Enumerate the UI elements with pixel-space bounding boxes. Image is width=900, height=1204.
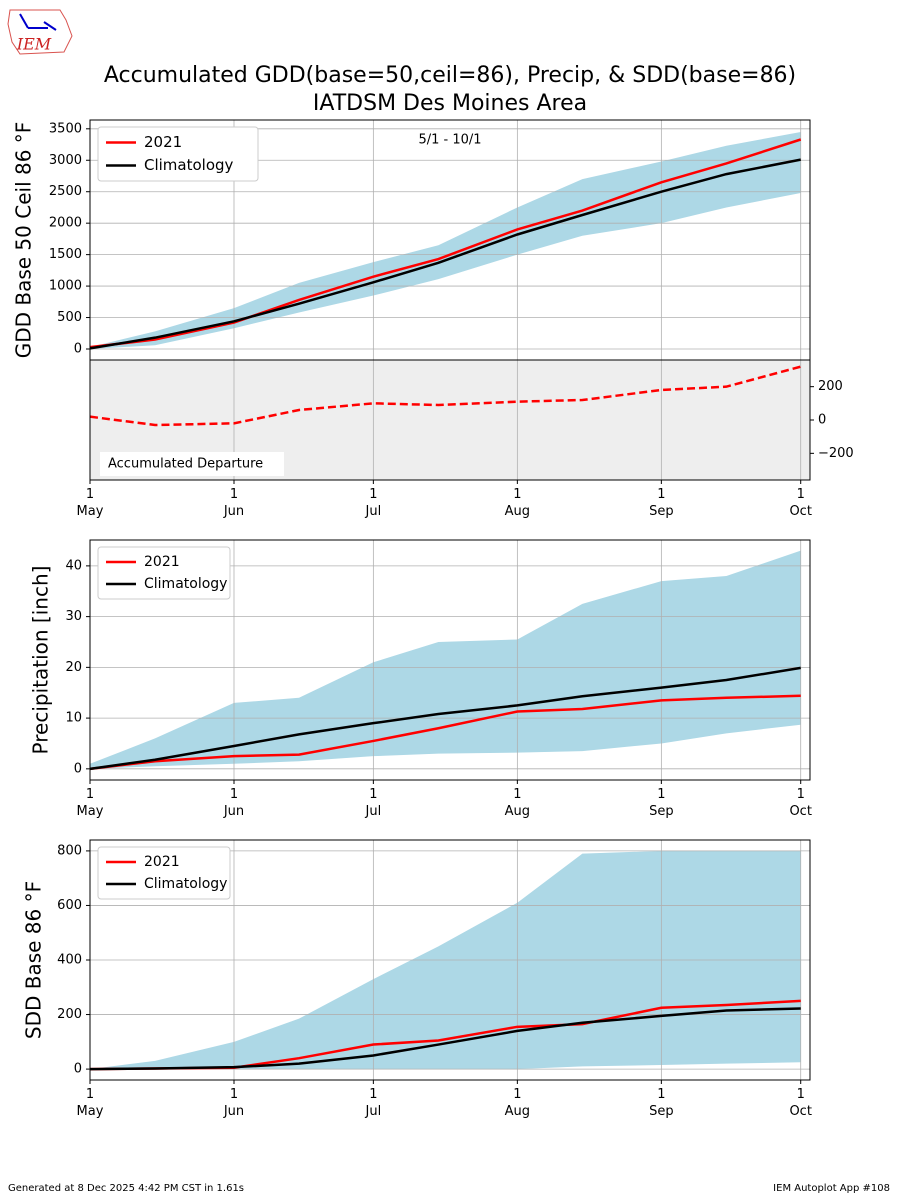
footer-left: Generated at 8 Dec 2025 4:42 PM CST in 1… xyxy=(8,1183,244,1194)
y-tick-label: 1500 xyxy=(49,247,82,262)
range-band xyxy=(90,131,801,349)
y-tick-label: 40 xyxy=(65,558,82,573)
x-tick-label: 1 Jun xyxy=(223,1087,244,1119)
x-tick-label: 1 May xyxy=(77,1087,104,1119)
legend-label: 2021 xyxy=(144,854,180,870)
y-axis-label: SDD Base 86 °F xyxy=(22,881,46,1039)
x-tick-label: 1 Oct xyxy=(789,1087,811,1119)
y-tick-label: 2500 xyxy=(49,184,82,199)
legend-label: Climatology xyxy=(144,576,227,592)
annotation-box xyxy=(100,452,284,476)
series-line xyxy=(89,138,802,349)
series-line xyxy=(89,365,802,427)
range-band xyxy=(90,550,801,769)
logo: IEM xyxy=(7,9,73,55)
x-tick-label: 1 Sep xyxy=(649,787,674,819)
x-tick-label: 1 Jun xyxy=(223,487,244,519)
logo-icon xyxy=(19,13,57,31)
legend-box xyxy=(97,846,231,900)
footer-right: IEM Autoplot App #108 xyxy=(773,1183,890,1194)
y-tick-label: 400 xyxy=(57,953,82,968)
x-tick-label: 1 Jul xyxy=(365,487,382,519)
y-tick-label: 30 xyxy=(65,609,82,624)
chart-subtitle: IATDSM Des Moines Area xyxy=(313,91,587,116)
plot-frame xyxy=(89,359,811,481)
annotation: 5/1 - 10/1 xyxy=(418,133,481,148)
y-tick-label: 200 xyxy=(57,1007,82,1022)
y-axis-label: Precipitation [inch] xyxy=(29,566,53,755)
legend-label: Climatology xyxy=(144,156,234,174)
y-tick-label: 1000 xyxy=(49,279,82,294)
logo-outline xyxy=(7,9,73,55)
legend-label: Climatology xyxy=(144,876,227,892)
x-tick-label: 1 May xyxy=(77,487,104,519)
y-tick-label: 800 xyxy=(57,843,82,858)
y-tick-label: 10 xyxy=(65,711,82,726)
x-tick-label: 1 Jun xyxy=(223,787,244,819)
legend-box xyxy=(97,126,259,182)
y-tick-label: 20 xyxy=(65,660,82,675)
plot-frame xyxy=(89,839,811,1081)
x-tick-label: 1 Sep xyxy=(649,1087,674,1119)
plot-frame xyxy=(89,539,811,781)
y-tick-label: 200 xyxy=(818,379,843,394)
y-tick-label: 0 xyxy=(74,1062,82,1077)
x-tick-label: 1 Oct xyxy=(789,787,811,819)
series-line xyxy=(89,694,801,771)
x-tick-label: 1 Jul xyxy=(365,787,382,819)
y-tick-label: 600 xyxy=(57,898,82,913)
annotation: Accumulated Departure xyxy=(108,457,263,472)
x-tick-label: 1 Aug xyxy=(505,1087,530,1119)
y-tick-label: 0 xyxy=(74,761,82,776)
x-tick-label: 1 Sep xyxy=(649,487,674,519)
y-tick-label: 0 xyxy=(74,341,82,356)
legend-label: 2021 xyxy=(144,133,182,151)
y-axis-label: GDD Base 50 Ceil 86 °F xyxy=(12,122,36,359)
x-tick-label: 1 Aug xyxy=(505,487,530,519)
x-tick-label: 1 May xyxy=(77,787,104,819)
y-tick-label: −200 xyxy=(818,446,854,461)
chart-title: Accumulated GDD(base=50,ceil=86), Precip… xyxy=(104,63,796,88)
logo-text: IEM xyxy=(16,35,52,54)
series-line xyxy=(89,666,801,771)
y-tick-label: 3500 xyxy=(49,121,82,136)
y-tick-label: 0 xyxy=(818,413,826,428)
x-tick-label: 1 Oct xyxy=(789,487,811,519)
y-tick-label: 500 xyxy=(57,310,82,325)
x-tick-label: 1 Aug xyxy=(505,787,530,819)
legend-box xyxy=(97,546,231,600)
x-tick-label: 1 Jul xyxy=(365,1087,382,1119)
series-line xyxy=(89,1007,801,1071)
series-line xyxy=(89,158,801,350)
y-tick-label: 2000 xyxy=(49,216,82,231)
legend-label: 2021 xyxy=(144,554,180,570)
y-tick-label: 3000 xyxy=(49,153,82,168)
